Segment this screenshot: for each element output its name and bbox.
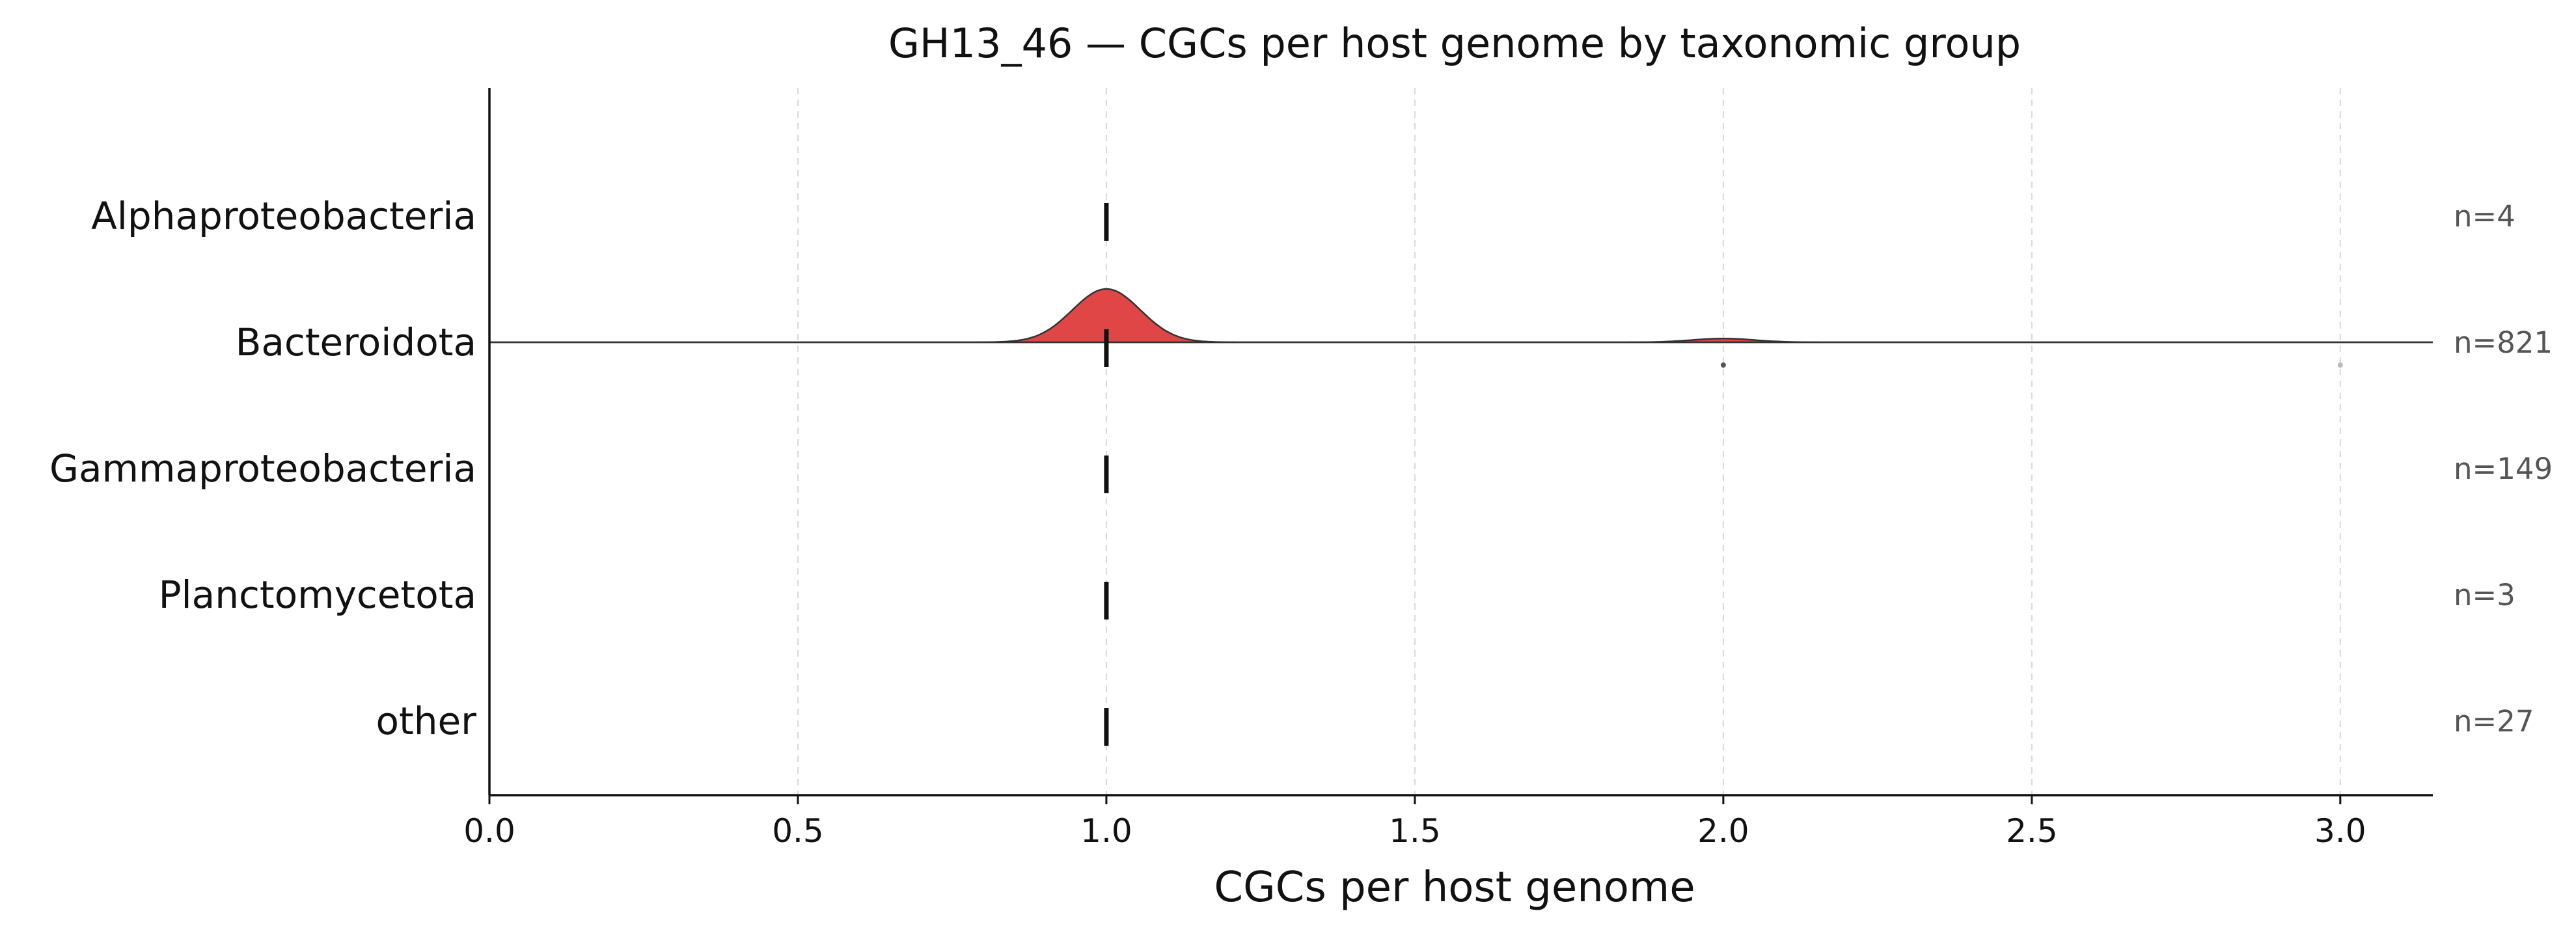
x-tick-label: 2.0	[1697, 812, 1749, 850]
y-category-label: Alphaproteobacteria	[91, 194, 476, 238]
chart-title: GH13_46 — CGCs per host genome by taxono…	[888, 20, 2021, 67]
sample-size-label: n=149	[2454, 452, 2553, 486]
sample-size-label: n=821	[2454, 325, 2553, 360]
x-tick-label: 1.5	[1389, 812, 1441, 850]
y-category-label: Bacteroidota	[236, 320, 476, 364]
x-tick-label: 0.5	[772, 812, 824, 850]
outlier-point	[1720, 362, 1726, 368]
sample-size-label: n=4	[2454, 199, 2515, 234]
x-tick-label: 0.0	[463, 812, 515, 850]
sample-size-label: n=3	[2454, 578, 2515, 612]
density-ridge	[489, 288, 2433, 344]
y-category-label: other	[376, 699, 476, 743]
sample-size-label: n=27	[2454, 704, 2534, 739]
x-tick-label: 1.0	[1080, 812, 1132, 850]
x-tick-label: 2.5	[2006, 812, 2058, 850]
y-category-label: Gammaproteobacteria	[49, 446, 476, 491]
x-axis-label: CGCs per host genome	[1214, 864, 1695, 912]
grid-layer	[797, 88, 2341, 795]
axes-layer: 0.0 0.5 1.0 1.5 2.0 2.5 3.0 Alphaproteobacteria…	[49, 88, 2553, 850]
ridge-layer	[489, 203, 2433, 746]
x-tick-label: 3.0	[2314, 812, 2366, 850]
y-category-label: Planctomycetota	[159, 573, 476, 617]
outlier-point	[2337, 362, 2343, 368]
